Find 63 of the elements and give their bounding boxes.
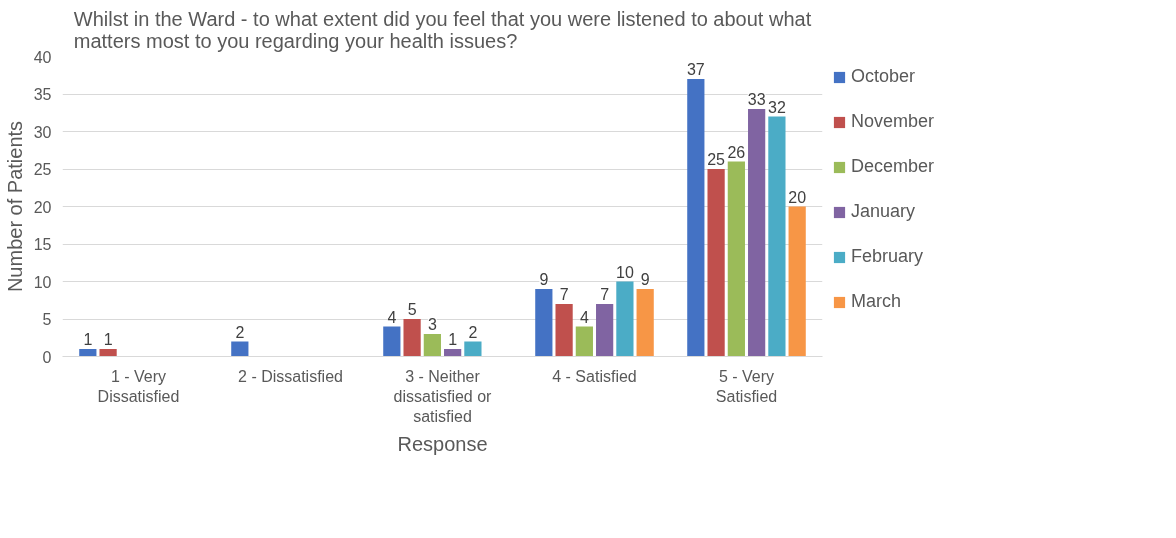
data-label: 7: [600, 286, 610, 303]
legend-label: January: [851, 201, 916, 222]
y-axis-title: Number of Patients: [3, 120, 26, 293]
bar: [636, 289, 654, 357]
legend-label: November: [851, 111, 935, 132]
data-label: 33: [747, 91, 766, 108]
bar: [383, 326, 401, 357]
y-tick-label: 10: [33, 273, 52, 291]
bar: [79, 349, 97, 357]
y-tick-label: 30: [33, 123, 52, 141]
legend-label: October: [851, 66, 916, 87]
data-label: 4: [579, 308, 589, 326]
data-label: 32: [768, 98, 786, 116]
bar: [707, 169, 725, 357]
bar: [99, 349, 117, 357]
bar: [687, 79, 705, 357]
bar: [464, 341, 482, 357]
bar: [444, 349, 462, 357]
data-label: 26: [727, 143, 746, 161]
y-tick-label: 25: [33, 161, 52, 178]
legend-label: March: [851, 291, 902, 312]
bar: [727, 161, 745, 357]
chart-title: Whilst in the Ward - to what extent did you feel that you were listened to about what matters most to you regarding your health issues?: [73, 7, 812, 52]
data-label: 20: [788, 188, 807, 206]
data-label: 9: [640, 271, 650, 288]
data-label: 10: [616, 263, 634, 281]
data-label: 2: [468, 323, 478, 341]
bar: [535, 289, 553, 357]
x-tick-label: 2 - Dissatisfied: [238, 367, 343, 385]
bar: [596, 304, 614, 357]
bar: [231, 341, 249, 357]
x-tick-label: 1 - Very Dissatisfied: [97, 367, 180, 405]
bar: [403, 319, 421, 357]
data-label: 3: [427, 316, 437, 333]
x-axis-title: Response: [397, 433, 488, 456]
y-tick-label: 15: [33, 236, 52, 253]
bar: [423, 334, 441, 357]
data-label: 9: [539, 271, 549, 288]
data-label: 7: [559, 286, 569, 303]
bar: [788, 206, 806, 357]
bar: [748, 109, 766, 357]
legend-label: February: [851, 246, 924, 267]
data-label: 4: [387, 308, 397, 326]
y-tick-label: 35: [33, 86, 52, 103]
bar: [575, 326, 593, 357]
y-tick-label: 5: [42, 311, 52, 328]
y-tick-label: 0: [42, 348, 52, 366]
x-tick-label: 3 - Neither dissatisfied or satisfied: [393, 367, 493, 426]
y-tick-label: 40: [33, 48, 52, 66]
bar: [616, 281, 634, 357]
x-tick-label: 4 - Satisfied: [552, 367, 637, 385]
data-label: 1: [83, 331, 93, 348]
x-tick-label: 5 - Very Satisfied: [715, 367, 778, 405]
data-label: 2: [235, 323, 245, 341]
data-label: 5: [407, 301, 417, 318]
data-label: 1: [103, 331, 113, 348]
y-tick-label: 20: [33, 198, 52, 216]
bar: [768, 116, 786, 357]
data-label: 25: [707, 151, 726, 168]
data-label: 1: [448, 331, 458, 348]
data-label: 37: [686, 61, 705, 78]
legend-label: December: [851, 156, 935, 177]
bar: [555, 304, 573, 357]
